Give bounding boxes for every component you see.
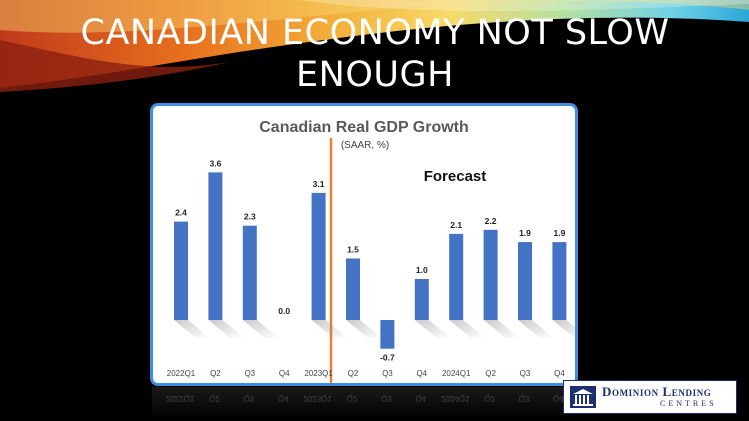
reflection-tick: Q3 [519,394,530,403]
x-tick-label: Q2 [210,369,221,378]
reflection-tick: 2024Q1 [441,394,470,403]
x-tick-label: Q4 [416,369,427,378]
reflection-tick: Q2 [347,394,358,403]
bar-shadow [518,320,554,338]
reflection-tick: Q2 [209,394,220,403]
bar-shadow [346,320,382,338]
chart-reflection: 2022Q1 Q2 Q3 Q4 2023Q1 Q2 Q3 Q4 2024Q1 Q2 Q3 Q4 [152,387,576,421]
bar-shadow [483,320,520,338]
bar-q3-2 [242,225,257,320]
reflection-tick: 2023Q1 [303,394,332,403]
bar-q4-11 [552,242,567,320]
data-label: 1.9 [553,228,565,238]
reflection-tick: Q4 [415,394,426,403]
bar-q3-10 [518,242,532,320]
data-label: 2.4 [175,208,187,218]
reflection-tick: Q4 [278,394,289,403]
chart-subtitle: (SAAR, %) [341,140,389,151]
reflection-tick: Q4 [553,394,564,403]
bar-shadow [449,320,486,338]
x-tick-label: 2024Q1 [442,369,471,378]
x-tick-label: Q4 [279,369,290,378]
x-tick-label: Q3 [244,369,255,378]
building-columns-icon [570,386,596,408]
data-label: 1.5 [347,245,359,255]
bar-q2-5 [346,258,360,320]
bar-shadow [311,320,348,338]
bar-shadow [414,320,451,338]
x-tick-label: Q4 [554,369,565,378]
bar-q2-1 [208,172,223,320]
slide-title: CANADIAN ECONOMY NOT SLOW ENOUGH [80,13,670,95]
bar-shadow [242,320,279,338]
bar-2022q1-0 [174,221,188,320]
dominion-lending-logo: Dominion Lending CENTRES [563,380,737,414]
data-label: 2.3 [244,212,256,222]
forecast-label: Forecast [424,168,487,185]
data-label: 3.1 [313,179,325,189]
logo-name: Dominion Lending [602,384,712,399]
data-label: 2.2 [485,216,497,226]
data-label: 1.9 [519,228,531,238]
bar-q4-7 [414,279,429,320]
gdp-bar-chart: Canadian Real GDP Growth (SAAR, %) Forec… [167,119,575,383]
reflection-tick: Q3 [381,394,392,403]
title-swoosh-graphic [0,0,749,92]
data-label: -0.7 [380,353,395,363]
reflection-tick: Q2 [484,394,495,403]
reflection-tick: 2022Q1 [166,394,195,403]
bar-q2-9 [483,229,498,320]
x-tick-label: 2023Q1 [304,369,333,378]
chart-title: Canadian Real GDP Growth [259,119,469,136]
bar-shadow [174,320,210,338]
data-label: 3.6 [209,158,221,168]
data-label: 1.0 [416,265,428,275]
chart-frame: Canadian Real GDP Growth (SAAR, %) Forec… [150,103,578,386]
x-tick-label: 2022Q1 [167,369,196,378]
reflection-tick: Q3 [243,394,254,403]
bar-2024q1-8 [449,233,464,320]
data-label: 2.1 [450,220,462,230]
x-tick-label: Q3 [382,369,393,378]
x-tick-label: Q2 [348,369,359,378]
bar-shadow [552,320,575,338]
bar-q3-6 [380,320,395,349]
logo-tagline: CENTRES [660,399,717,408]
bar-shadow [208,320,245,338]
data-label: 0.0 [278,306,290,316]
x-tick-label: Q2 [485,369,496,378]
x-tick-label: Q3 [520,369,531,378]
chart-reflection-graphic: 2022Q1 Q2 Q3 Q4 2023Q1 Q2 Q3 Q4 2024Q1 Q2 Q3 Q4 [166,394,565,403]
bar-2023q1-4 [311,192,326,320]
